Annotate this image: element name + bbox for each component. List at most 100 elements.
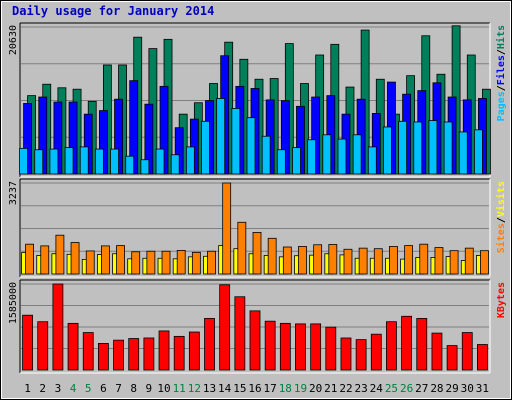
- bar-pages: [19, 147, 28, 175]
- bar-kbytes: [234, 296, 246, 371]
- bar-kbytes: [219, 284, 231, 371]
- bar-kbytes: [113, 339, 124, 371]
- bar-sites: [100, 245, 110, 275]
- legend-entry: Sites: [495, 223, 507, 253]
- bar-sites: [252, 231, 262, 275]
- x-tick-label: 13: [203, 382, 216, 395]
- bar-pages: [170, 154, 180, 175]
- x-tick-label: 26: [400, 382, 413, 395]
- x-tick-label: 28: [430, 382, 443, 395]
- bar-pages: [383, 126, 392, 175]
- x-tick-label: 20: [309, 382, 322, 395]
- bar-pages: [201, 120, 210, 175]
- bar-pages: [322, 134, 332, 175]
- bar-pages: [276, 149, 286, 175]
- x-tick-label: 2: [39, 382, 46, 395]
- x-tick-label: 24: [370, 382, 384, 395]
- x-tick-label: 30: [461, 382, 474, 395]
- x-tick-label: 4: [70, 382, 77, 395]
- bar-pages: [398, 120, 408, 175]
- y-axis-max-label: 20630: [8, 25, 19, 55]
- bar-kbytes: [477, 344, 488, 371]
- bar-sites: [419, 243, 429, 275]
- bar-kbytes: [386, 321, 397, 371]
- bar-kbytes: [128, 338, 140, 371]
- bar-pages: [246, 117, 256, 175]
- bar-sites: [313, 244, 323, 275]
- series-pages: [19, 98, 483, 175]
- bar-sites: [55, 234, 65, 275]
- bar-pages: [140, 159, 150, 175]
- bar-kbytes: [67, 322, 79, 371]
- x-tick-label: 5: [85, 382, 92, 395]
- bar-pages: [443, 121, 453, 175]
- bar-sites: [464, 247, 474, 275]
- x-tick-label: 21: [324, 382, 337, 395]
- panel-visits: 3237 Sites/Visits: [8, 178, 507, 278]
- legend-entry: Visits: [495, 181, 507, 217]
- bar-kbytes: [461, 332, 473, 371]
- bar-sites: [328, 244, 338, 275]
- legend-entry: KBytes: [496, 282, 507, 318]
- bar-kbytes: [37, 321, 49, 371]
- chart-panels: 20630Pages/Files/Hits3237Sites/Visits158…: [8, 22, 507, 374]
- bar-kbytes: [431, 332, 443, 371]
- bar-sites: [207, 250, 216, 275]
- x-tick-label: 9: [146, 382, 153, 395]
- y-axis-max-label: 3237: [8, 181, 19, 205]
- bar-kbytes: [416, 318, 428, 371]
- bar-pages: [216, 98, 226, 175]
- x-tick-label: 25: [385, 382, 398, 395]
- bar-pages: [458, 131, 468, 175]
- bar-kbytes: [264, 320, 276, 371]
- bar-sites: [85, 250, 95, 275]
- bar-kbytes: [173, 335, 185, 371]
- x-tick-label: 10: [157, 382, 170, 395]
- bar-pages: [292, 147, 301, 175]
- bar-pages: [125, 155, 135, 175]
- bar-sites: [25, 243, 34, 275]
- x-tick-label: 23: [355, 382, 368, 395]
- bar-kbytes: [22, 314, 33, 371]
- x-tick-label: 6: [100, 382, 107, 395]
- bar-kbytes: [279, 322, 291, 371]
- bar-kbytes: [370, 333, 382, 371]
- bar-pages: [367, 146, 377, 175]
- bar-pages: [110, 148, 119, 175]
- bar-kbytes: [249, 310, 261, 371]
- bar-sites: [146, 250, 156, 275]
- x-tick-label: 27: [415, 382, 428, 395]
- bar-sites: [40, 245, 50, 275]
- bar-kbytes: [355, 339, 367, 371]
- bar-sites: [343, 248, 353, 275]
- legend-entry: Files: [495, 55, 507, 85]
- chart-title: Daily usage for January 2014: [12, 4, 215, 18]
- x-axis-labels: 1 2 3 4 5 6 7 8 9 10 11 12 13 14 15 16 17 18 19 20 21 22 23 24 2…: [24, 382, 489, 395]
- series-sites: [25, 182, 489, 275]
- x-tick-label: 31: [476, 382, 489, 395]
- bar-pages: [94, 148, 104, 175]
- bar-sites: [176, 249, 186, 275]
- bar-pages: [413, 121, 423, 175]
- x-tick-label: 11: [173, 382, 186, 395]
- bar-kbytes: [82, 332, 94, 371]
- x-tick-label: 12: [188, 382, 201, 395]
- bar-pages: [49, 148, 59, 175]
- bar-pages: [34, 149, 44, 175]
- bar-kbytes: [188, 331, 200, 371]
- bar-sites: [222, 182, 232, 275]
- bar-sites: [358, 247, 368, 275]
- x-tick-label: 17: [264, 382, 277, 395]
- bar-kbytes: [446, 345, 458, 371]
- bar-pages: [307, 139, 317, 175]
- bar-kbytes: [204, 318, 215, 371]
- bar-pages: [337, 138, 347, 175]
- legend-entry: Pages: [496, 91, 507, 121]
- x-tick-label: 8: [130, 382, 137, 395]
- bar-sites: [131, 251, 141, 275]
- x-tick-label: 16: [248, 382, 261, 395]
- bar-kbytes: [97, 343, 109, 371]
- bar-sites: [389, 246, 398, 275]
